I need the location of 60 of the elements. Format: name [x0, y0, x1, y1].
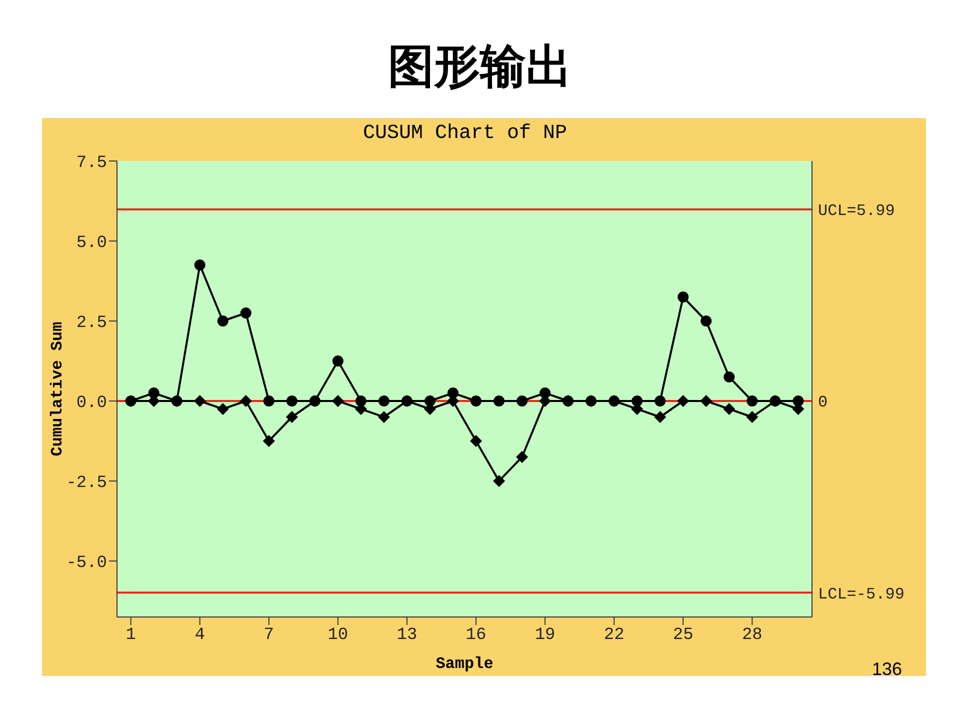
point — [332, 356, 344, 366]
point — [378, 411, 390, 423]
point — [262, 435, 275, 447]
y-tick-label: 7.5 — [76, 154, 107, 174]
x-tick-label: 7 — [264, 626, 274, 646]
point — [678, 292, 689, 302]
point — [148, 388, 160, 398]
y-tick-label: 0.0 — [76, 394, 107, 414]
point — [217, 316, 228, 326]
point — [378, 396, 390, 406]
ref-line-label: UCL=5.99 — [818, 202, 895, 220]
x-tick-label: 19 — [534, 626, 556, 646]
point — [332, 395, 344, 407]
point — [493, 475, 506, 487]
point — [700, 316, 712, 326]
point — [516, 396, 528, 406]
x-tick-label: 1 — [126, 626, 136, 646]
ref-line-label: 0 — [818, 394, 828, 412]
point — [654, 396, 666, 406]
point — [746, 411, 758, 423]
point — [216, 403, 229, 415]
point — [724, 372, 735, 382]
x-axis-title: Sample — [436, 655, 494, 673]
chart-subtitle: CUSUM Chart of NP — [362, 122, 568, 145]
point — [447, 388, 458, 398]
point — [240, 308, 252, 318]
y-tick-label: -5.0 — [66, 554, 107, 574]
x-tick-label: 25 — [672, 626, 694, 646]
x-tick-label: 10 — [328, 626, 348, 646]
y-tick-label: 2.5 — [76, 314, 107, 334]
x-tick-label: 4 — [194, 626, 205, 646]
point — [263, 396, 274, 406]
y-tick-label: 5.0 — [76, 234, 107, 254]
point — [470, 435, 482, 447]
point — [194, 260, 206, 270]
point — [240, 395, 252, 407]
point — [286, 411, 298, 423]
x-tick-label: 16 — [466, 626, 486, 646]
x-tick-label: 13 — [396, 626, 418, 646]
chart-title: 图形输出 — [387, 38, 573, 95]
point — [424, 396, 436, 406]
point — [632, 396, 643, 406]
y-axis-title: Cumulative Sum — [48, 321, 67, 456]
point — [494, 396, 505, 406]
ref-line-label: LCL=-5.99 — [818, 585, 904, 604]
point — [355, 396, 366, 406]
point — [470, 396, 482, 406]
point — [746, 396, 758, 406]
point — [194, 395, 206, 407]
text: 136 — [872, 659, 902, 680]
point — [700, 395, 712, 407]
point — [540, 388, 551, 398]
point — [286, 396, 298, 406]
point — [516, 451, 528, 463]
point — [654, 411, 666, 423]
x-tick-label: 28 — [742, 626, 762, 646]
point — [723, 403, 736, 415]
point — [677, 395, 690, 407]
y-tick-label: -2.5 — [66, 474, 107, 494]
x-tick-label: 22 — [604, 626, 624, 646]
